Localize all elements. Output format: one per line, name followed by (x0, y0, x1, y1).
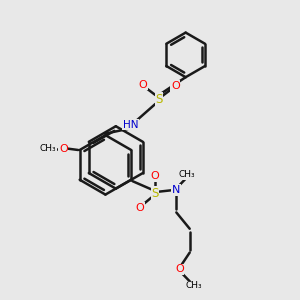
Text: O: O (59, 143, 68, 154)
Text: O: O (151, 171, 159, 181)
Text: O: O (138, 80, 147, 90)
Text: HN: HN (123, 120, 138, 130)
Text: S: S (155, 93, 163, 106)
Text: CH₃: CH₃ (186, 281, 202, 290)
Text: N: N (172, 185, 181, 195)
Text: O: O (171, 81, 180, 91)
Text: O: O (175, 265, 184, 275)
Text: S: S (151, 187, 159, 200)
Text: CH₃: CH₃ (178, 170, 195, 179)
Text: O: O (135, 203, 144, 213)
Text: CH₃: CH₃ (40, 144, 56, 153)
